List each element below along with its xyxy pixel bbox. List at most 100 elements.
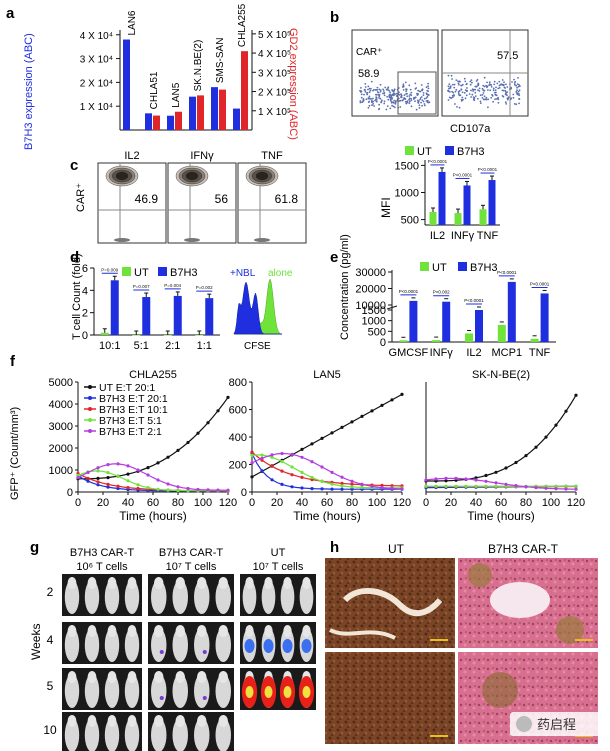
panel-label-b: b — [330, 9, 339, 26]
b-dot-left — [362, 100, 364, 103]
b-dot-right — [451, 83, 454, 86]
b-dot-right — [478, 87, 481, 90]
f-series-point — [444, 479, 448, 483]
b-dot-left — [393, 99, 396, 102]
panel-b-mfi-chart: MFI UT B7H3 500 1000 1500 P<0.0001 P<0.0001 P… — [379, 146, 500, 242]
b-dot-right — [479, 100, 482, 103]
b-dot-left — [372, 103, 375, 105]
b-dot-left — [386, 87, 389, 90]
b-dot-right — [483, 95, 486, 98]
panel-e-chart: Concentration (pg/ml) UT B7H3 05001000150… — [339, 234, 556, 359]
b-dot-left — [398, 94, 401, 96]
panel-f-charts: GFP⁺ (Count/mm³) CHLA255 0 20 40 60 80 100 120 T… — [9, 369, 585, 523]
bmfi-pval: P<0.0001 — [428, 159, 448, 164]
b-dot-left — [427, 82, 430, 85]
b-dot-right — [461, 96, 464, 99]
d-bar-b7h3 — [173, 295, 182, 335]
b-dot-right — [453, 86, 456, 89]
f-series-point — [270, 464, 274, 468]
g-mouse-head — [127, 577, 137, 589]
g-mouse — [172, 674, 188, 708]
f-xtick-label: 120 — [567, 497, 585, 509]
g-mouse — [104, 628, 120, 662]
b-dot-right — [510, 97, 513, 100]
f-series-point — [340, 481, 344, 485]
f-series-point — [474, 478, 478, 482]
f-series-point — [270, 478, 274, 482]
f-series-point — [270, 455, 274, 459]
f-series-line — [251, 453, 402, 490]
f-series-point — [166, 482, 170, 486]
g-mouse-head — [154, 577, 164, 589]
e-category-label: IL2 — [466, 347, 481, 359]
g-mouse — [104, 718, 120, 751]
b-dot-left — [408, 102, 411, 105]
cfse-legend-nbl: +NBL — [230, 268, 256, 279]
f-series-point — [280, 469, 284, 473]
b-dot-right — [493, 80, 496, 83]
f-series-point — [370, 409, 374, 413]
b-dot-right — [476, 78, 479, 81]
f-series-point — [484, 484, 488, 488]
b-dot-right — [497, 96, 499, 99]
g-mouse — [84, 628, 100, 662]
b-dot-right — [461, 83, 464, 86]
b-dot-left — [404, 98, 407, 100]
panel-label-a: a — [6, 5, 15, 22]
f-series-point — [544, 486, 548, 490]
c-contour-low — [254, 238, 270, 242]
f-series-point — [96, 483, 100, 487]
b-dot-right — [457, 90, 460, 93]
b-dot-right — [488, 81, 491, 84]
panel-h-ihc: UT B7H3 CAR-T 药启程 — [325, 542, 606, 744]
g-mouse — [124, 718, 140, 751]
f-series-point — [504, 482, 508, 486]
b-dot-left — [388, 89, 391, 92]
b-dot-right — [453, 83, 456, 86]
b-dot-left — [414, 96, 417, 99]
e-bar-b7h3 — [475, 310, 483, 342]
f-series-point — [310, 487, 314, 491]
f-xtick-label: 0 — [423, 497, 429, 509]
b-dot-right — [501, 84, 504, 86]
g-mouse — [84, 718, 100, 751]
f-series-point — [574, 484, 578, 488]
b-dot-right — [490, 96, 493, 99]
b-dot-left — [375, 99, 378, 101]
f-ytick-label: 3000 — [49, 421, 73, 433]
b-dot-right — [451, 96, 454, 99]
panel-d-chart: T cell Count (fold) UT B7H3 0 2 4 6 P=0.009 P… — [71, 253, 220, 352]
b-dot-right — [494, 89, 497, 92]
g-mouse-head — [107, 577, 117, 589]
b-dot-right — [465, 94, 468, 97]
b-dot-right — [506, 86, 509, 88]
b-dot-left — [378, 93, 380, 96]
b-dot-right — [518, 84, 520, 86]
f-series-point — [514, 460, 518, 465]
b-dot-right — [492, 89, 495, 92]
f-xtick-label: 40 — [470, 497, 482, 509]
e-legend-swatch — [420, 262, 429, 271]
b-dot-right — [447, 74, 450, 77]
g-row-label: Weeks — [29, 624, 43, 660]
b-dot-right — [518, 98, 521, 100]
e-bar-b7h3 — [409, 300, 418, 342]
b-dot-right — [491, 95, 494, 97]
f-series-point — [564, 409, 568, 413]
e-bar-ut — [432, 340, 441, 342]
f-series-point — [524, 454, 528, 458]
g-mouse-head — [175, 671, 185, 683]
b-dot-left — [383, 102, 386, 105]
f-series-point — [300, 455, 304, 459]
g-mouse — [64, 718, 80, 751]
f-series-point — [116, 474, 120, 478]
f-xtick-label: 20 — [97, 497, 109, 509]
b-dot-left — [426, 95, 429, 98]
b-dot-left — [364, 83, 367, 85]
d-pval: P=0.002 — [196, 285, 213, 290]
b-dot-left — [420, 101, 422, 104]
f-legend-marker — [88, 418, 92, 422]
f-series-line — [78, 397, 229, 480]
b-dot-right — [503, 81, 505, 84]
bmfi-legend-swatch — [445, 146, 454, 155]
